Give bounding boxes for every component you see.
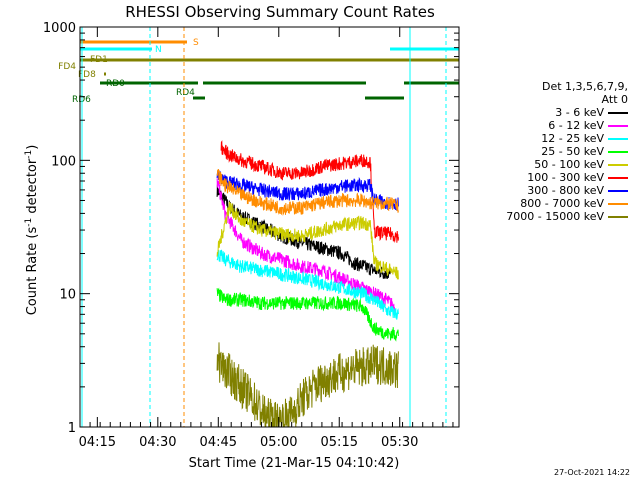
legend-label: 800 - 7000 keV xyxy=(520,197,604,210)
legend-item: 300 - 800 keV xyxy=(478,184,628,197)
legend-item: 800 - 7000 keV xyxy=(478,197,628,210)
legend-swatch xyxy=(608,112,628,114)
series-layer xyxy=(216,140,399,428)
x-tick-label: 04:45 xyxy=(200,435,237,450)
y-axis-title-part: Count Rate (s xyxy=(25,227,40,316)
legend-swatch xyxy=(608,138,628,140)
series-line xyxy=(216,287,399,342)
flag-bar-label: RD0 xyxy=(106,79,125,89)
y-tick-label: 10 xyxy=(59,288,76,303)
y-axis: 1 10 100 1000 xyxy=(43,21,459,436)
series-line xyxy=(216,169,399,217)
legend-label: 12 - 25 keV xyxy=(541,132,604,145)
legend-swatch xyxy=(608,164,628,166)
series-line xyxy=(216,249,399,320)
y-axis-title: Count Rate (s-1 detector-1) xyxy=(24,145,40,316)
y-tick-label: 1 xyxy=(68,421,76,436)
flag-bar-label: FD4 xyxy=(58,62,76,72)
legend-swatch xyxy=(608,190,628,192)
legend-item: 3 - 6 keV xyxy=(478,106,628,119)
legend-item: 7000 - 15000 keV xyxy=(478,210,628,223)
y-tick-label: 100 xyxy=(51,154,76,169)
x-tick-label: 05:15 xyxy=(321,435,358,450)
flag-bar-label: S xyxy=(193,38,199,48)
x-tick-label: 05:00 xyxy=(260,435,297,450)
legend-item: 25 - 50 keV xyxy=(478,145,628,158)
legend-item: 12 - 25 keV xyxy=(478,132,628,145)
flag-bar-label: N xyxy=(155,45,162,55)
legend-label: 25 - 50 keV xyxy=(541,145,604,158)
y-axis-title-sup: -1 xyxy=(24,218,34,227)
legend-swatch xyxy=(608,151,628,153)
legend-header: Det 1,3,5,6,7,9, xyxy=(541,80,628,93)
chart-title: RHESSI Observing Summary Count Rates xyxy=(125,3,435,21)
flag-bar-label: FD8 xyxy=(78,70,96,80)
legend-label: 7000 - 15000 keV xyxy=(506,210,604,223)
legend-rows: 3 - 6 keV 6 - 12 keV 12 - 25 keV 25 - 50 ke… xyxy=(478,106,628,223)
y-tick-label: 1000 xyxy=(43,21,76,36)
series-line xyxy=(216,169,399,211)
x-axis-title: Start Time (21-Mar-15 04:10:42) xyxy=(189,456,400,471)
plot-frame xyxy=(79,26,460,428)
datestamp: 27-Oct-2021 14:22 xyxy=(554,468,630,477)
x-tick-label: 04:15 xyxy=(79,435,116,450)
series-line xyxy=(216,178,395,313)
legend-label: 3 - 6 keV xyxy=(555,106,604,119)
legend-label: 100 - 300 keV xyxy=(527,171,604,184)
legend-swatch xyxy=(608,203,628,205)
flag-bar-label: RD4 xyxy=(176,88,195,98)
y-axis-title-sup: -1 xyxy=(24,150,34,159)
legend-header: Att 0 xyxy=(601,93,628,106)
legend-item: 100 - 300 keV xyxy=(478,171,628,184)
x-axis: 04:15 04:30 04:45 05:00 05:15 05:30 xyxy=(79,27,454,450)
x-tick-label: 05:30 xyxy=(381,435,418,450)
legend: Det 1,3,5,6,7,9, Att 0 3 - 6 keV 6 - 12 k… xyxy=(478,80,628,223)
vertical-markers xyxy=(81,27,447,427)
legend-swatch xyxy=(608,216,628,218)
series-line xyxy=(216,342,399,428)
y-axis-title-part: detector xyxy=(25,158,40,218)
y-axis-title-part: ) xyxy=(25,145,40,150)
legend-label: 6 - 12 keV xyxy=(548,119,604,132)
series-line xyxy=(220,140,399,244)
legend-label: 300 - 800 keV xyxy=(527,184,604,197)
legend-swatch xyxy=(608,125,628,127)
x-tick-label: 04:30 xyxy=(139,435,176,450)
flag-bar-label: FD1 xyxy=(90,55,108,65)
legend-label: 50 - 100 keV xyxy=(534,158,604,171)
legend-item: 50 - 100 keV xyxy=(478,158,628,171)
legend-swatch xyxy=(608,177,628,179)
series-line xyxy=(216,201,399,280)
legend-item: 6 - 12 keV xyxy=(478,119,628,132)
